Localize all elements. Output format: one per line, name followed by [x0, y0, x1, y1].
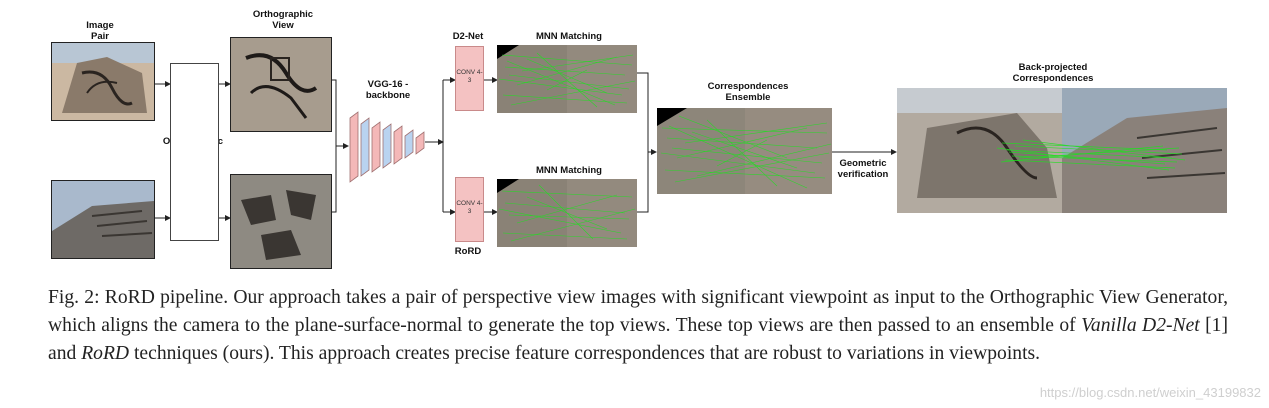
vgg-backbone-stack	[349, 111, 425, 183]
orthographic-view-label: Orthographic View	[252, 9, 314, 31]
caption-paragraph: Fig. 2: RoRD pipeline. Our approach take…	[48, 284, 1228, 368]
input-image-1	[51, 42, 155, 121]
back-projected-image	[897, 88, 1227, 213]
d2net-conv-text: CONV 4-3	[456, 69, 483, 84]
watermark: https://blog.csdn.net/weixin_43199832	[1039, 385, 1261, 400]
correspondences-ensemble-label: Correspondences Ensemble	[707, 81, 789, 103]
image-pair-label: Image Pair	[86, 20, 114, 42]
input-image-2	[51, 180, 155, 259]
vgg-backbone-label: VGG-16 - backbone	[365, 79, 411, 101]
orthographic-view-1	[230, 37, 332, 132]
caption-mid: [1] and	[48, 315, 1228, 364]
caption-vanilla-d2net: Vanilla D2-Net	[1081, 315, 1200, 336]
geometric-verification-label: Geometric verification	[837, 158, 889, 180]
back-projected-label: Back-projected Correspondences	[1012, 62, 1094, 84]
orthographic-view-generator-box	[170, 63, 219, 241]
mnn-matching-top-image	[497, 45, 637, 113]
rord-conv-text: CONV 4-3	[456, 200, 483, 215]
caption-suffix: techniques (ours). This approach creates…	[129, 343, 1041, 364]
mnn-matching-bottom-image	[497, 179, 637, 247]
caption-prefix: Fig. 2: RoRD pipeline. Our approach take…	[48, 287, 1228, 336]
mnn-matching-bottom-label: MNN Matching	[536, 165, 602, 176]
orthographic-view-2	[230, 174, 332, 269]
d2net-label: D2-Net	[452, 31, 484, 42]
rord-conv-block: CONV 4-3	[455, 177, 484, 242]
rord-label: RoRD	[454, 246, 482, 257]
mnn-matching-top-label: MNN Matching	[536, 31, 602, 42]
d2net-conv-block: CONV 4-3	[455, 46, 484, 111]
figure-caption: Fig. 2: RoRD pipeline. Our approach take…	[48, 284, 1228, 368]
pipeline-figure: Image Pair Orthographic View Orthographi…	[51, 9, 1227, 269]
caption-rord: RoRD	[81, 343, 130, 364]
pipeline-connectors	[153, 72, 897, 221]
correspondences-ensemble-image	[657, 108, 832, 194]
